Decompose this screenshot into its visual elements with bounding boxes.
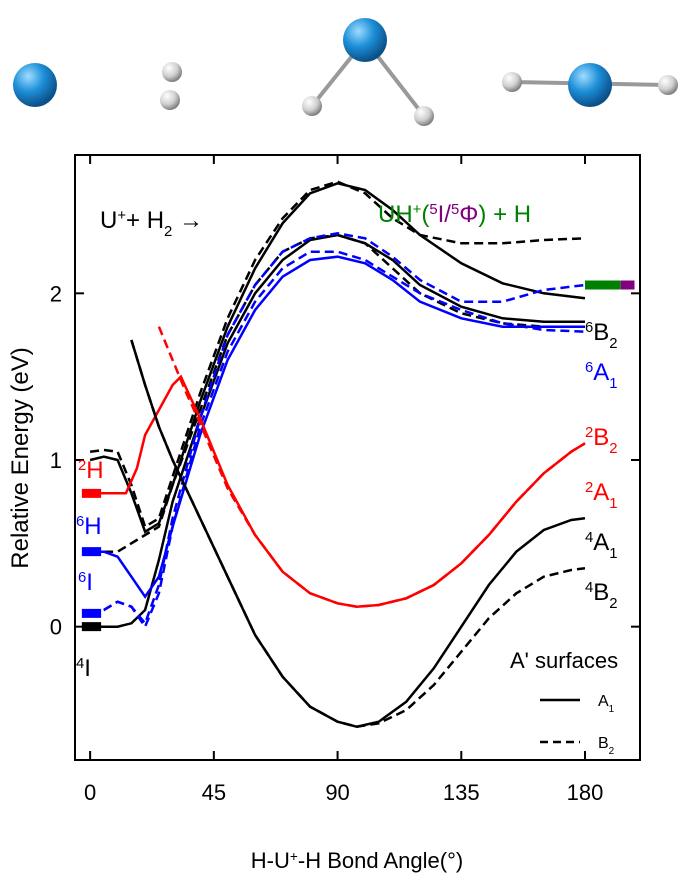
text-part: + H xyxy=(126,207,164,234)
text-part: 6 xyxy=(78,570,86,586)
annotation: 6H xyxy=(76,513,102,540)
x-tick-label: 45 xyxy=(202,780,226,805)
text-part: 2 xyxy=(585,425,593,441)
x-tick-label: 0 xyxy=(84,780,96,805)
text-part: 6 xyxy=(76,514,84,530)
text-part: H xyxy=(86,457,103,484)
text-part: 4 xyxy=(585,530,593,546)
text-part: 5 xyxy=(429,202,437,218)
text-part: → xyxy=(172,207,203,234)
text-part: 6 xyxy=(585,320,593,336)
text-part: 1 xyxy=(609,704,615,715)
text-part: B xyxy=(593,319,609,346)
curve xyxy=(130,339,586,728)
curve xyxy=(90,255,585,599)
annotation: 4A1 xyxy=(585,529,618,562)
curve xyxy=(90,233,585,628)
text-part: 6 xyxy=(585,360,593,376)
annotation: UH+(5I/5Φ) + H xyxy=(378,201,531,228)
curve xyxy=(89,181,586,534)
annotation: 6A1 xyxy=(585,359,618,392)
text-part: ( xyxy=(421,201,429,228)
text-part: H-U xyxy=(251,848,290,873)
legend-label: A1 xyxy=(598,693,615,715)
text-part: U xyxy=(100,207,117,234)
annotation: 4I xyxy=(76,655,91,682)
text-part: Φ xyxy=(459,201,478,228)
text-part: 2 xyxy=(609,336,617,352)
text-part: A xyxy=(598,693,609,710)
text-part: 1 xyxy=(609,496,617,512)
text-part: 4 xyxy=(585,580,593,596)
text-part: + xyxy=(290,849,298,864)
y-axis-label: Relative Energy (eV) xyxy=(7,347,34,568)
plot-frame xyxy=(74,154,641,761)
text-part: I xyxy=(86,569,93,596)
text-part: ) + H xyxy=(478,201,531,228)
text-part: + xyxy=(413,202,422,218)
text-part: I/ xyxy=(438,201,452,228)
annotation: 6B2 xyxy=(585,319,618,352)
text-part: 2 xyxy=(78,458,86,474)
x-axis-label: H-U+-H Bond Angle(°) xyxy=(251,848,463,873)
legend-label: B2 xyxy=(598,735,615,757)
curve xyxy=(89,180,586,529)
text-part: 4 xyxy=(76,656,84,672)
y-tick-label: 0 xyxy=(50,615,62,640)
text-part: 2 xyxy=(609,596,617,612)
text-part: 2 xyxy=(609,746,615,757)
text-part: 2 xyxy=(585,480,593,496)
legend-title: A' surfaces xyxy=(510,648,618,673)
text-part: B xyxy=(598,735,609,752)
annotation: 2B2 xyxy=(585,424,618,457)
text-part: 5 xyxy=(451,202,459,218)
text-part: H xyxy=(84,513,101,540)
curve xyxy=(90,374,586,608)
text-part: UH xyxy=(378,201,413,228)
text-part: + xyxy=(117,208,126,224)
text-part: A xyxy=(593,359,609,386)
y-tick-label: 1 xyxy=(50,448,62,473)
x-tick-label: 180 xyxy=(567,780,604,805)
molecules xyxy=(13,18,678,126)
curve xyxy=(90,233,585,553)
annotation: 2H xyxy=(78,457,104,484)
curve xyxy=(157,326,586,608)
text-part: I xyxy=(84,655,91,682)
annotation: 4B2 xyxy=(585,579,618,612)
text-part: 2 xyxy=(609,441,617,457)
x-tick-label: 135 xyxy=(443,780,480,805)
text-part: A xyxy=(593,479,609,506)
text-part: B xyxy=(593,579,609,606)
text-part: -H Bond Angle(°) xyxy=(298,848,463,873)
y-tick-label: 2 xyxy=(50,281,62,306)
text-part: 1 xyxy=(609,546,617,562)
text-part: A xyxy=(593,529,609,556)
text-part: B xyxy=(593,424,609,451)
annotation: U++ H2 → xyxy=(100,207,203,240)
annotation: 2A1 xyxy=(585,479,618,512)
x-tick-label: 90 xyxy=(325,780,349,805)
text-part: 2 xyxy=(164,224,172,240)
text-part: 1 xyxy=(609,376,617,392)
curve xyxy=(89,232,586,626)
annotation: 6I xyxy=(78,569,93,596)
